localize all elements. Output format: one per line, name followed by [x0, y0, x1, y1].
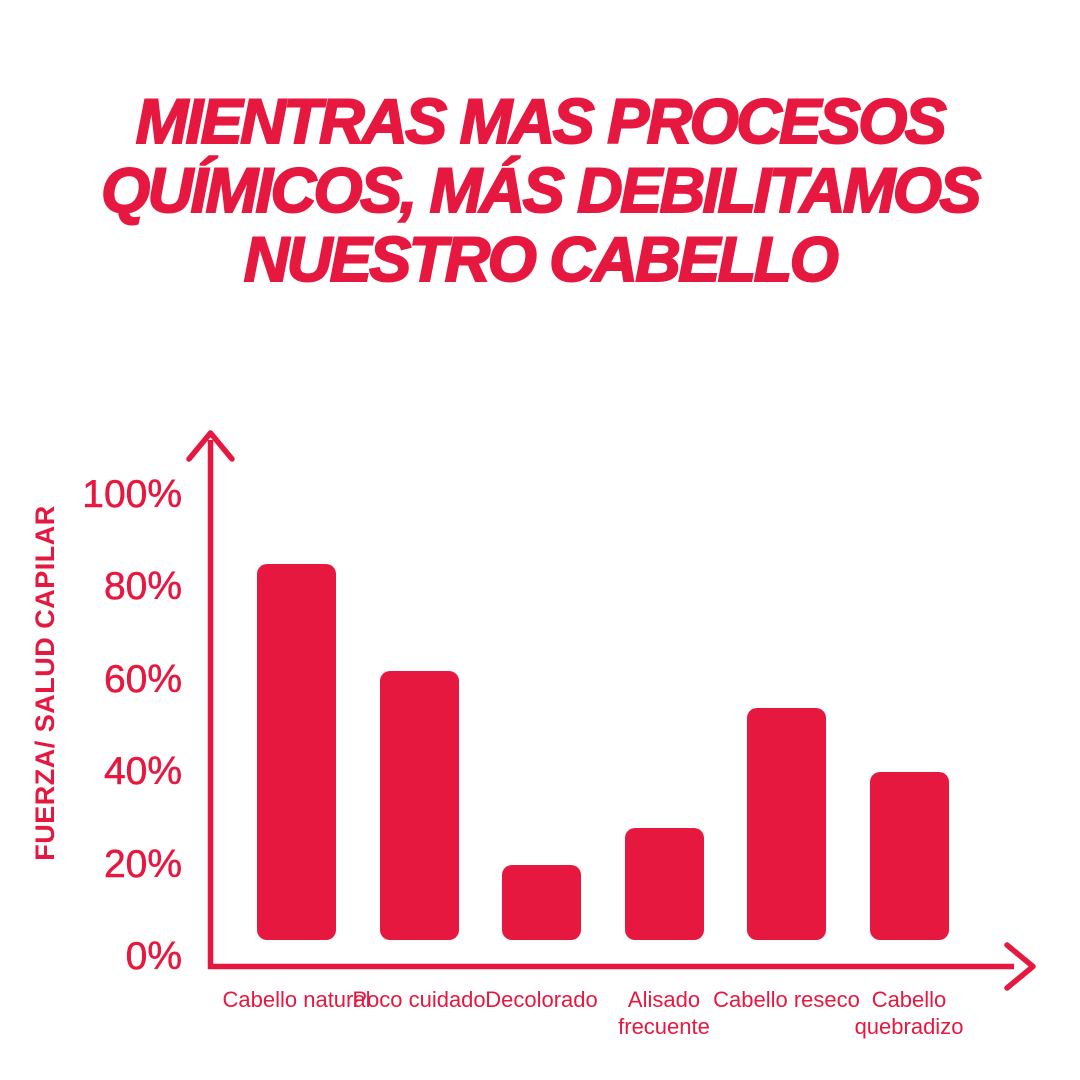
bar-decolorado — [502, 864, 581, 940]
y-tick-label-40: 40% — [103, 750, 183, 794]
title-line-1: MIENTRAS MAS PROCESOS — [135, 87, 948, 158]
title-line-2: QUÍMICOS, MÁS DEBILITAMOS — [100, 156, 982, 227]
y-tick-label-0: 0% — [125, 935, 182, 979]
y-tick-label-60: 60% — [103, 657, 183, 702]
y-tick-label-20: 20% — [103, 842, 183, 886]
y-tick-label-80: 80% — [103, 565, 183, 609]
title-line-3: NUESTRO CABELLO — [243, 225, 840, 296]
x-category-label-poco-cuidado: Poco cuidado — [352, 987, 486, 1012]
x-category-label-alisado-frecuente: Alisado frecuente — [618, 987, 710, 1039]
y-axis-arrow-icon — [186, 430, 235, 462]
bar-cabello-natural — [257, 564, 336, 940]
bar-alisado-frecuente — [624, 827, 704, 940]
x-category-label-cabello-natural: Cabello natural — [222, 987, 371, 1012]
x-axis-arrow-icon — [1004, 942, 1036, 991]
bar-poco-cuidado — [379, 670, 459, 940]
x-category-label-decolorado: Decolorado — [485, 987, 598, 1012]
y-tick-label-100: 100% — [82, 473, 182, 517]
bar-cabello-reseco — [747, 707, 826, 940]
bar-cabello-quebradizo — [869, 772, 949, 940]
page-title: MIENTRAS MAS PROCESOS QUÍMICOS, MÁS DEBI… — [0, 87, 1080, 296]
x-category-label-cabello-reseco: Cabello reseco — [713, 987, 860, 1012]
x-category-label-cabello-quebradizo: Cabello quebradizo — [854, 987, 964, 1039]
